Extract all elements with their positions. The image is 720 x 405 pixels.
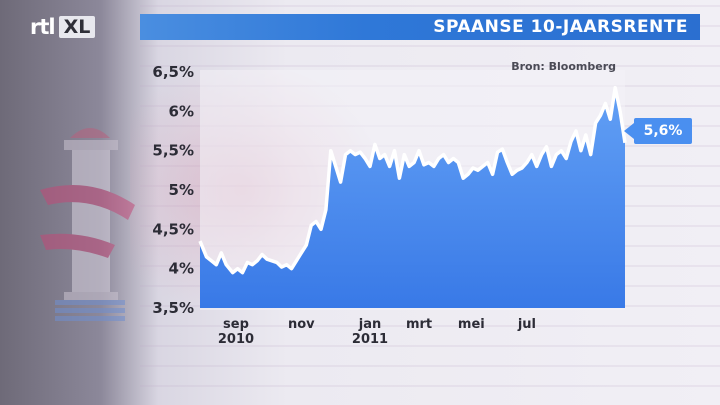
callout-pointer xyxy=(624,123,634,139)
logo-badge: XL xyxy=(58,16,96,38)
y-tick-label: 4% xyxy=(169,260,194,278)
rtl-xl-logo: rtl XL xyxy=(30,12,96,42)
y-tick-label: 5% xyxy=(169,181,194,199)
chart-series-line xyxy=(198,85,627,275)
logo-text: rtl xyxy=(30,15,56,39)
y-axis-ticks: 3,5% 4% 4,5% 5% 5,5% 6% 6,5% xyxy=(152,63,194,317)
y-tick-label: 6,5% xyxy=(152,63,194,81)
source-label: Bron: Bloomberg xyxy=(511,60,616,73)
y-tick-label: 5,5% xyxy=(152,142,194,160)
x-tick-label: jan xyxy=(358,317,381,332)
x-tick-year-label: 2010 xyxy=(218,332,254,347)
x-tick-year-label: 2011 xyxy=(352,332,388,347)
title-bar: SPAANSE 10-JAARSRENTE xyxy=(140,14,700,40)
x-tick-label: mrt xyxy=(406,317,432,332)
last-value-callout: 5,6% xyxy=(634,118,692,144)
y-tick-label: 6% xyxy=(169,102,194,120)
x-tick-label: jul xyxy=(517,317,536,332)
logo-area: rtl XL xyxy=(0,12,140,42)
x-tick-label: mei xyxy=(458,317,485,332)
x-tick-label: nov xyxy=(288,317,315,332)
chart-title: SPAANSE 10-JAARSRENTE xyxy=(433,17,688,37)
y-tick-label: 4,5% xyxy=(152,220,194,238)
pillar-decoration xyxy=(40,128,135,321)
chart-area-fill xyxy=(200,87,625,308)
header-bar: rtl XL SPAANSE 10-JAARSRENTE xyxy=(0,12,720,42)
y-tick-label: 3,5% xyxy=(152,299,194,317)
x-tick-label: sep xyxy=(223,317,249,332)
